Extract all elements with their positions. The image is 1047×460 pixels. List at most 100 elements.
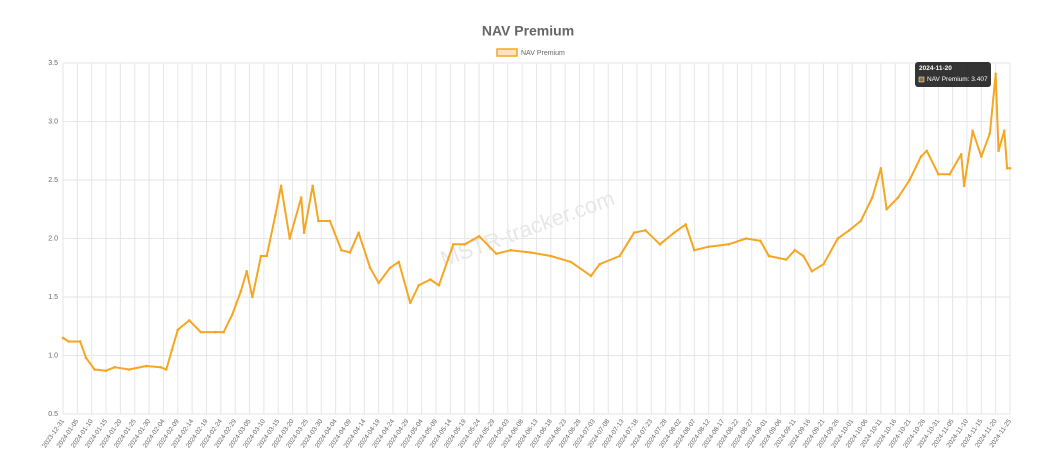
data-point	[925, 149, 929, 153]
data-point	[477, 234, 481, 238]
watermark: MSTR-tracker.com	[437, 185, 618, 271]
legend-label: NAV Premium	[521, 50, 565, 57]
data-point	[919, 155, 923, 158]
data-point	[368, 266, 372, 270]
data-point	[908, 178, 911, 182]
y-tick-label: 3.5	[48, 60, 58, 67]
legend-swatch	[496, 48, 518, 57]
data-point	[529, 251, 533, 254]
data-point	[259, 254, 263, 258]
tooltip-label: NAV Premium: 3.407	[927, 76, 988, 83]
data-point	[684, 223, 688, 226]
y-tick-label: 2.0	[48, 235, 58, 242]
data-point	[187, 319, 191, 322]
data-point	[144, 364, 148, 368]
data-point	[274, 213, 277, 217]
data-point	[451, 243, 455, 246]
tooltip-box	[915, 62, 991, 87]
data-point	[176, 328, 180, 332]
data-point	[784, 258, 788, 261]
data-point	[417, 284, 421, 287]
data-point	[463, 243, 467, 246]
y-tick-label: 1.5	[48, 294, 58, 301]
data-point	[598, 262, 601, 266]
data-point	[644, 229, 647, 232]
y-tick-label: 3.0	[48, 118, 58, 125]
data-point	[328, 219, 332, 223]
data-point	[165, 368, 168, 371]
data-point	[589, 274, 593, 278]
data-point	[759, 239, 762, 243]
data-point	[170, 348, 174, 351]
y-tick-label: 0.5	[48, 411, 58, 418]
data-point	[377, 281, 380, 285]
data-point	[78, 340, 82, 343]
data-point	[265, 254, 269, 258]
data-point	[980, 155, 983, 158]
data-point	[693, 248, 696, 252]
tooltip-title: 2024-11-20	[919, 65, 952, 72]
data-point	[231, 313, 234, 316]
data-point	[340, 248, 343, 252]
data-point	[213, 330, 217, 334]
data-point	[744, 237, 748, 240]
data-point	[317, 219, 320, 223]
data-point	[962, 184, 966, 188]
data-point	[885, 207, 888, 211]
data-point	[569, 260, 573, 264]
y-tick-label: 1.0	[48, 352, 58, 359]
tooltip: 2024-11-20 NAV Premium: 3.407	[915, 62, 991, 87]
data-point	[793, 248, 797, 252]
data-point	[288, 237, 292, 240]
data-point	[61, 336, 65, 340]
data-point	[437, 284, 441, 287]
data-point	[509, 248, 512, 252]
data-point	[199, 330, 203, 334]
data-point	[847, 229, 851, 232]
data-point	[997, 149, 1000, 153]
data-point	[672, 231, 676, 234]
data-point	[859, 219, 863, 223]
data-point	[802, 254, 805, 258]
tooltip-swatch	[918, 76, 925, 83]
data-point	[245, 269, 248, 273]
data-point	[299, 196, 303, 199]
data-point	[311, 184, 314, 188]
data-point	[810, 269, 814, 273]
data-point	[936, 172, 940, 176]
data-point	[388, 266, 392, 270]
chart-title: NAV Premium	[482, 23, 574, 39]
data-point	[408, 301, 412, 305]
data-point	[879, 167, 883, 170]
y-tick-label: 2.5	[48, 177, 58, 184]
data-point	[397, 260, 401, 264]
data-point	[870, 196, 874, 199]
data-point	[222, 330, 226, 334]
data-point	[84, 356, 88, 360]
data-point	[707, 245, 710, 248]
data-point	[302, 231, 306, 234]
data-point	[632, 231, 636, 234]
data-point	[1008, 167, 1012, 170]
data-point	[549, 254, 553, 258]
data-point	[113, 365, 116, 369]
data-point	[618, 254, 622, 258]
data-point	[279, 184, 283, 188]
data-point	[971, 129, 974, 133]
data-point	[127, 368, 131, 371]
data-point	[959, 152, 963, 156]
data-point	[251, 295, 254, 299]
data-point	[836, 237, 840, 240]
data-point	[239, 289, 243, 293]
data-point	[767, 254, 771, 258]
data-point	[658, 243, 662, 246]
data-point	[93, 368, 96, 371]
data-point	[994, 72, 997, 76]
data-point	[495, 252, 498, 256]
data-point	[104, 369, 108, 373]
data-point	[1002, 129, 1006, 133]
data-point	[727, 243, 731, 246]
data-point	[822, 262, 825, 266]
data-point	[1005, 167, 1009, 170]
